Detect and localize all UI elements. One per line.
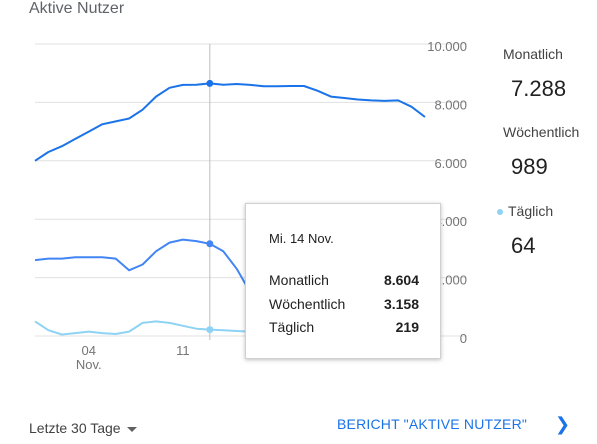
tooltip-row-value: 219 bbox=[395, 319, 419, 335]
chevron-right-icon[interactable]: ❯ bbox=[555, 414, 571, 434]
y-tick-label: 10.000 bbox=[427, 39, 467, 54]
legend-label: Monatlich bbox=[503, 46, 563, 62]
tooltip-row: Monatlich 8.604 bbox=[269, 272, 419, 288]
tooltip-row-label: Wöchentlich bbox=[269, 296, 346, 312]
dropdown-caret-icon bbox=[126, 426, 137, 432]
legend-label: Wöchentlich bbox=[503, 124, 580, 140]
series-line bbox=[34, 82, 426, 162]
x-tick-label: Nov. bbox=[76, 357, 102, 372]
tooltip-row-value: 8.604 bbox=[383, 272, 419, 288]
highlight-point bbox=[206, 240, 214, 248]
date-range-label: Letzte 30 Tage bbox=[29, 420, 121, 436]
x-tick-label: 11 bbox=[176, 343, 190, 358]
legend-value: 989 bbox=[511, 154, 548, 179]
legend-label: Täglich bbox=[508, 203, 554, 219]
highlight-point bbox=[206, 79, 214, 87]
legend-value: 7.288 bbox=[511, 76, 567, 101]
x-tick-label: 04 bbox=[82, 343, 96, 358]
legend-value: 64 bbox=[511, 233, 536, 258]
tooltip-date: Mi. 14 Nov. bbox=[269, 231, 334, 246]
y-tick-label: 0 bbox=[460, 331, 467, 346]
y-tick-label: 2.000 bbox=[434, 273, 467, 288]
tooltip-row: Wöchentlich 3.158 bbox=[269, 296, 419, 312]
y-tick-label: 8.000 bbox=[434, 97, 467, 112]
tooltip-row-value: 3.158 bbox=[383, 296, 419, 312]
tooltip-row: Täglich 219 bbox=[269, 319, 419, 335]
card-title: Aktive Nutzer bbox=[29, 0, 125, 17]
tooltip-row-label: Täglich bbox=[269, 319, 315, 335]
legend-item-taeglich[interactable]: Täglich 64 bbox=[497, 203, 587, 259]
date-range-dropdown[interactable]: Letzte 30 Tage bbox=[29, 420, 137, 436]
report-link[interactable]: BERICHT "AKTIVE NUTZER" bbox=[337, 416, 528, 432]
y-tick-label: 4.000 bbox=[434, 214, 467, 229]
tooltip-row-label: Monatlich bbox=[269, 272, 329, 288]
legend-item-woechentlich[interactable]: Wöchentlich 989 bbox=[503, 124, 593, 180]
chart-tooltip: Mi. 14 Nov. Monatlich 8.604 Wöchentlich … bbox=[245, 203, 441, 359]
highlight-point bbox=[206, 326, 214, 334]
y-tick-label: 6.000 bbox=[434, 156, 467, 171]
series-dot-icon bbox=[497, 209, 503, 216]
legend-item-monatlich[interactable]: Monatlich 7.288 bbox=[503, 46, 593, 102]
